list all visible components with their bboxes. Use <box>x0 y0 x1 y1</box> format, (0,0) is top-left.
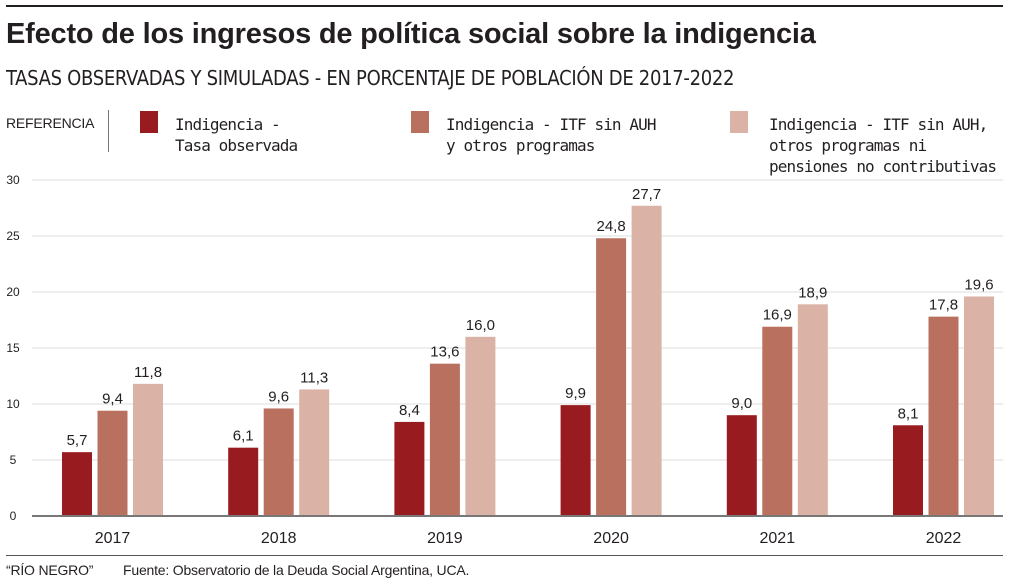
x-category-label: 2022 <box>926 530 962 547</box>
bar <box>465 336 496 516</box>
bar <box>726 415 757 516</box>
bar <box>560 405 591 516</box>
y-tick-label: 0 <box>10 509 17 523</box>
legend-swatch-observed <box>140 111 158 133</box>
footer-rule <box>6 555 1003 556</box>
data-label: 17,8 <box>929 297 958 314</box>
data-label: 8,4 <box>399 402 420 419</box>
data-label: 27,7 <box>632 186 661 203</box>
data-label: 8,1 <box>898 405 919 422</box>
legend-heading: REFERENCIA <box>6 115 95 131</box>
x-category-label: 2019 <box>427 530 463 547</box>
bar <box>62 452 92 516</box>
bar <box>964 296 994 516</box>
data-label: 9,4 <box>102 391 123 408</box>
bar <box>893 425 923 516</box>
bar <box>97 410 128 516</box>
legend-swatch-itf-sin-auh <box>411 111 429 133</box>
bar <box>228 447 259 516</box>
top-rule <box>6 5 1003 7</box>
x-category-label: 2017 <box>95 530 131 547</box>
data-label: 6,1 <box>233 428 254 445</box>
y-tick-label: 15 <box>6 341 20 355</box>
bar <box>263 408 294 516</box>
data-label: 11,8 <box>134 364 162 381</box>
y-tick-label: 30 <box>6 173 20 187</box>
data-label: 18,9 <box>798 284 827 301</box>
chart-subtitle: TASAS OBSERVADAS Y SIMULADAS - EN PORCEN… <box>6 66 735 90</box>
x-category-label: 2021 <box>760 530 796 547</box>
bar <box>797 304 828 516</box>
x-category-label: 2020 <box>593 530 629 547</box>
bar <box>394 421 425 516</box>
bar <box>596 238 627 517</box>
legend-label-itf-sin-auh: Indigencia - ITF sin AUH y otros program… <box>446 115 656 155</box>
footer-source: Fuente: Observatorio de la Deuda Social … <box>123 562 470 578</box>
chart-title: Efecto de los ingresos de política socia… <box>6 18 816 50</box>
footer-brand: “RÍO NEGRO” <box>6 562 94 578</box>
data-label: 16,0 <box>466 317 495 334</box>
data-label: 13,6 <box>430 344 459 361</box>
data-label: 11,3 <box>300 369 328 386</box>
bar <box>762 326 793 516</box>
bar <box>133 383 163 516</box>
data-label: 24,8 <box>596 218 625 235</box>
data-label: 9,6 <box>268 388 289 405</box>
y-tick-label: 20 <box>6 285 20 299</box>
data-label: 16,9 <box>763 307 792 324</box>
y-tick-label: 5 <box>10 453 17 467</box>
bar <box>299 389 330 516</box>
bar <box>631 205 662 516</box>
data-label: 5,7 <box>67 432 88 449</box>
data-label: 19,6 <box>964 276 993 293</box>
legend-divider <box>108 110 109 152</box>
x-category-label: 2018 <box>261 530 297 547</box>
y-tick-label: 10 <box>6 397 20 411</box>
y-tick-label: 25 <box>6 229 20 243</box>
legend-label-itf-sin-pensiones: Indigencia - ITF sin AUH, otros programa… <box>769 115 997 176</box>
data-label: 9,9 <box>565 385 586 402</box>
bar <box>429 363 460 516</box>
legend-swatch-itf-sin-pensiones <box>730 111 748 133</box>
data-label: 9,0 <box>731 395 752 412</box>
bar <box>928 316 959 516</box>
legend-label-observed: Indigencia - Tasa observada <box>175 115 298 155</box>
